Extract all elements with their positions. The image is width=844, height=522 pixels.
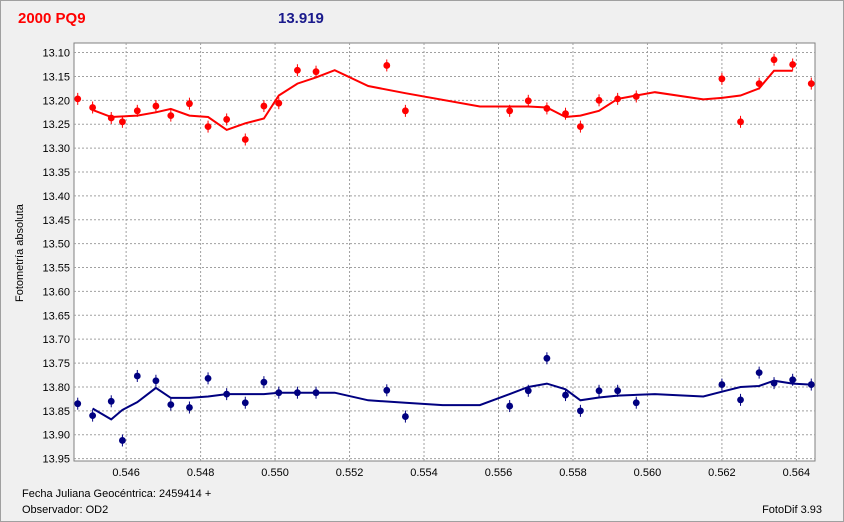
series-1-point (543, 354, 551, 362)
y-tick-label: 13.25 (42, 119, 70, 131)
software-version: FotoDif 3.93 (762, 504, 822, 516)
observer-label: Observador: OD2 (22, 504, 109, 516)
series-1-point (241, 399, 249, 407)
x-tick-label: 0.556 (485, 467, 513, 479)
y-tick-label: 13.10 (42, 48, 70, 60)
series-0-point (577, 123, 584, 130)
series-1-point (74, 400, 82, 408)
x-tick-label: 0.546 (112, 467, 140, 479)
y-tick-label: 13.85 (42, 406, 70, 418)
x-tick-label: 0.550 (261, 467, 289, 479)
x-tick-label: 0.554 (410, 467, 438, 479)
series-1-point (524, 387, 532, 395)
julian-date-label: Fecha Juliana Geocéntrica: 2459414 + (22, 488, 212, 500)
y-tick-label: 13.80 (42, 382, 70, 394)
x-tick-label: 0.564 (783, 467, 811, 479)
series-0-point (755, 80, 763, 88)
x-tick-label: 0.558 (559, 467, 587, 479)
series-0-point (241, 136, 249, 143)
series-0-point (204, 123, 212, 130)
y-tick-label: 13.40 (42, 191, 70, 203)
series-0-point (119, 118, 126, 126)
series-1-point (718, 381, 726, 388)
series-0-point (543, 105, 551, 112)
y-tick-label: 13.55 (42, 263, 70, 275)
series-1-point (204, 374, 212, 382)
series-0-point (402, 107, 409, 115)
series-1-point (260, 378, 268, 386)
y-tick-label: 13.15 (42, 71, 70, 83)
series-0-point (737, 118, 744, 126)
series-0-point (524, 97, 532, 105)
y-tick-label: 13.95 (42, 454, 70, 466)
series-1-point (632, 399, 640, 407)
y-tick-label: 13.65 (42, 310, 70, 322)
series-1-point (506, 402, 514, 410)
series-0-point (133, 107, 141, 115)
series-1-point (119, 437, 126, 444)
series-1-point (133, 372, 141, 380)
series-0-point (294, 66, 301, 74)
series-1-point (577, 407, 584, 415)
series-1-point (223, 390, 231, 398)
series-1-point (312, 389, 320, 397)
series-1-point (789, 376, 797, 384)
series-0-point (74, 95, 82, 103)
y-tick-label: 13.30 (42, 143, 70, 155)
series-0-point (223, 116, 231, 123)
series-0-point (718, 75, 726, 83)
series-1-point (402, 413, 409, 420)
series-1-trend-line (92, 379, 812, 421)
series-0-point (107, 114, 115, 122)
object-title: 2000 PQ9 (18, 10, 86, 27)
series-0-point (789, 61, 797, 68)
series-0-point (506, 107, 514, 115)
y-tick-label: 13.90 (42, 430, 70, 442)
x-tick-label: 0.548 (187, 467, 215, 479)
series-1-point (807, 381, 815, 388)
series-1-point (614, 387, 622, 395)
series-1-point (755, 369, 763, 377)
series-1-point (383, 386, 391, 394)
series-1-point (152, 377, 160, 385)
y-tick-label: 13.45 (42, 215, 70, 227)
y-tick-label: 13.75 (42, 358, 70, 370)
series-0-point (595, 96, 603, 104)
x-tick-label: 0.562 (708, 467, 736, 479)
series-1-point (89, 412, 97, 420)
y-tick-label: 13.20 (42, 95, 70, 107)
x-tick-label: 0.560 (634, 467, 662, 479)
series-0-point (167, 112, 175, 120)
series-0-point (383, 62, 391, 69)
series-0-point (260, 102, 268, 110)
series-0-point (562, 110, 569, 118)
series-1-point (167, 401, 175, 409)
y-tick-label: 13.60 (42, 286, 70, 298)
series-0-point (312, 68, 320, 76)
series-1-point (737, 396, 744, 404)
series-1-point (595, 387, 603, 395)
plot-area (73, 42, 816, 462)
y-tick-label: 13.70 (42, 334, 70, 346)
series-0-trend-line (92, 69, 793, 132)
series-1-point (107, 397, 115, 405)
series-0-point (632, 93, 640, 100)
series-1-point (186, 404, 193, 411)
x-tick-label: 0.552 (336, 467, 364, 479)
magnitude-value: 13.919 (278, 10, 324, 27)
series-0-point (275, 99, 283, 107)
series-1-point (770, 379, 778, 387)
series-0-point (807, 80, 815, 88)
series-0-point (770, 56, 778, 64)
series-0-point (186, 100, 193, 108)
series-1-point (294, 389, 301, 397)
series-1-point (562, 391, 569, 399)
series-1-point (275, 389, 283, 397)
series-0-point (152, 102, 160, 110)
y-tick-label: 13.35 (42, 167, 70, 179)
series-0-point (614, 95, 622, 103)
series-0-point (89, 104, 97, 111)
y-tick-label: 13.50 (42, 239, 70, 251)
